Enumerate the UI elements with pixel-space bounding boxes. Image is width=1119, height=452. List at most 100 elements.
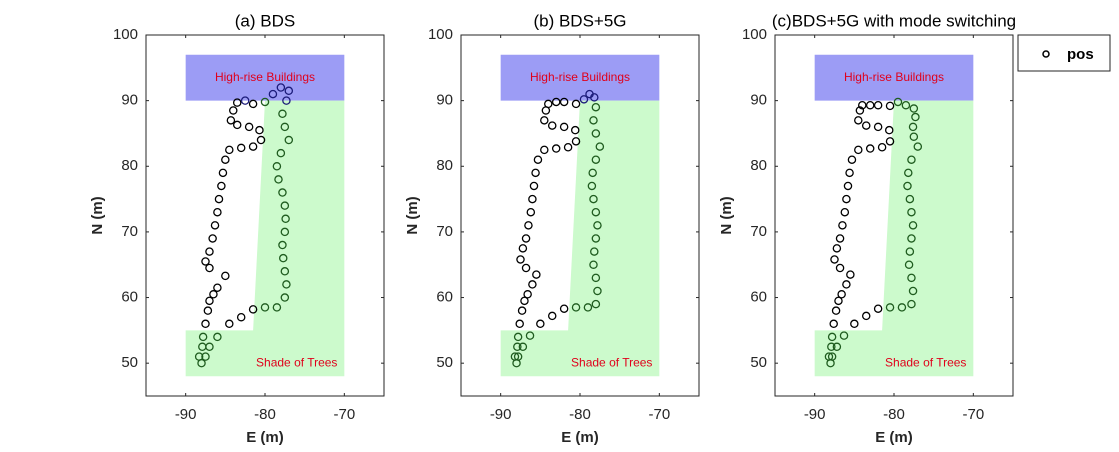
point [526, 207, 536, 217]
point [540, 145, 549, 155]
point [571, 137, 581, 146]
y-tick-label: 70 [750, 223, 767, 240]
point [893, 97, 903, 107]
point [570, 125, 580, 135]
point [589, 260, 598, 269]
y-axis-label: N (m) [89, 196, 106, 234]
point [547, 311, 557, 321]
chart-title: (a) BDS [235, 11, 295, 30]
point [824, 352, 834, 361]
point [513, 332, 523, 342]
point [571, 303, 581, 312]
point [591, 234, 601, 243]
y-tick-label: 80 [436, 157, 453, 174]
point [213, 283, 222, 292]
y-tick-label: 80 [121, 157, 138, 174]
point [873, 100, 883, 110]
point [225, 145, 234, 155]
point [885, 101, 895, 111]
point [529, 181, 539, 191]
point [236, 143, 246, 153]
point [201, 257, 210, 266]
point [531, 168, 540, 178]
y-tick-label: 80 [750, 157, 767, 174]
point [839, 331, 849, 340]
point [842, 280, 851, 289]
point [847, 155, 857, 164]
x-tick-label: -70 [648, 406, 670, 423]
point [907, 207, 916, 217]
region-label: High-rise Buildings [844, 70, 944, 84]
y-tick-label: 50 [121, 354, 138, 371]
y-tick-label: 70 [436, 223, 453, 240]
point [591, 299, 601, 309]
point [909, 132, 919, 141]
point [846, 270, 855, 279]
region [814, 54, 974, 101]
point [551, 144, 561, 153]
point [205, 342, 214, 352]
point [559, 304, 569, 313]
point [838, 221, 847, 230]
point [532, 270, 541, 279]
point [907, 234, 916, 243]
point [278, 109, 287, 119]
point [521, 263, 531, 273]
x-axis-label: E (m) [246, 429, 284, 446]
point [213, 332, 222, 342]
point [835, 234, 845, 243]
y-tick-label: 60 [750, 289, 767, 306]
point [244, 122, 254, 132]
point [214, 194, 224, 204]
point [885, 137, 895, 146]
y-tick-label: 90 [436, 92, 453, 109]
point [827, 352, 837, 361]
y-tick-label: 60 [121, 289, 138, 306]
region-label: Shade of Trees [885, 355, 966, 369]
point [908, 286, 918, 296]
point [908, 122, 918, 132]
point [873, 122, 883, 132]
x-tick-label: -90 [490, 406, 512, 423]
point [571, 99, 581, 109]
point [205, 247, 214, 256]
point [913, 142, 923, 151]
point [843, 181, 853, 191]
legend-box [1017, 34, 1111, 72]
y-tick-label: 50 [750, 354, 767, 371]
point [583, 303, 593, 312]
region [500, 54, 660, 101]
point [904, 260, 914, 269]
point [205, 296, 214, 306]
point [272, 303, 282, 312]
point [278, 253, 288, 263]
point [225, 319, 234, 329]
point [282, 280, 291, 289]
region-label: Shade of Trees [571, 355, 652, 369]
point [240, 96, 250, 105]
x-tick-label: -80 [883, 406, 905, 423]
point [281, 214, 290, 224]
region-label: High-rise Buildings [530, 70, 630, 84]
point [877, 142, 887, 152]
point [855, 106, 865, 115]
point [217, 181, 226, 191]
legend-label: pos [1067, 46, 1094, 63]
point [218, 168, 228, 178]
point [907, 299, 916, 309]
point [590, 247, 599, 256]
point [865, 144, 875, 153]
x-tick-label: -90 [804, 406, 826, 423]
point [280, 293, 290, 302]
point [832, 342, 842, 352]
point [536, 319, 545, 329]
point [209, 290, 218, 299]
x-tick-label: -80 [254, 406, 276, 423]
point [861, 121, 871, 130]
point [210, 221, 220, 230]
point [280, 267, 290, 276]
point [861, 311, 871, 321]
point [280, 201, 290, 210]
point [904, 168, 913, 178]
chart-title: (c)BDS+5G with mode switching [772, 11, 1016, 30]
